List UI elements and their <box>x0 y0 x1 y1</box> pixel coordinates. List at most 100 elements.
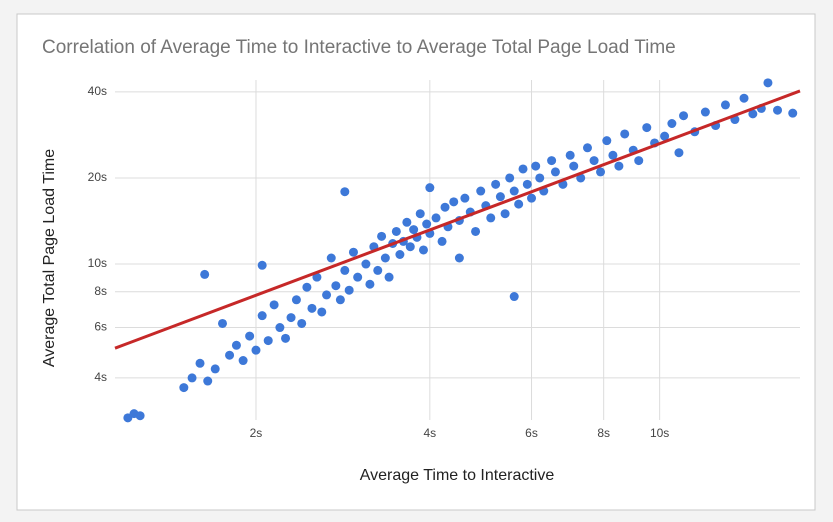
data-point <box>476 186 486 196</box>
data-point <box>269 300 279 310</box>
data-point <box>425 183 435 193</box>
data-point <box>402 217 412 227</box>
data-point <box>326 253 336 263</box>
data-point <box>281 333 291 343</box>
data-point <box>384 272 394 282</box>
data-point <box>251 345 261 355</box>
data-point <box>679 111 689 121</box>
data-point <box>660 131 670 141</box>
data-point <box>440 202 450 212</box>
data-point <box>514 199 524 209</box>
data-point <box>531 161 541 171</box>
data-point <box>195 358 205 368</box>
data-point <box>257 260 267 270</box>
x-axis-label: Average Time to Interactive <box>360 467 555 484</box>
data-point <box>225 350 235 360</box>
data-point <box>418 245 428 255</box>
data-point <box>179 383 189 393</box>
data-point <box>340 187 350 197</box>
data-point <box>135 411 145 421</box>
data-point <box>500 209 510 219</box>
data-point <box>642 123 652 133</box>
y-tick-label: 6s <box>94 320 107 334</box>
y-tick-label: 8s <box>94 284 107 298</box>
data-point <box>763 78 773 88</box>
data-point <box>377 231 387 241</box>
data-point <box>748 109 758 119</box>
data-point <box>210 364 220 374</box>
data-point <box>518 164 528 174</box>
data-point <box>231 340 241 350</box>
y-tick-label: 4s <box>94 370 107 384</box>
data-point <box>620 129 630 139</box>
data-point <box>547 156 557 166</box>
data-point <box>263 336 273 346</box>
data-point <box>373 265 383 275</box>
data-point <box>788 108 798 118</box>
data-point <box>302 282 312 292</box>
data-point <box>380 253 390 263</box>
data-point <box>322 290 332 300</box>
data-point <box>565 150 575 160</box>
data-point <box>773 105 783 115</box>
data-point <box>340 265 350 275</box>
data-point <box>535 173 545 183</box>
data-point <box>409 225 419 235</box>
data-point <box>395 249 405 259</box>
data-point <box>527 193 537 203</box>
y-axis-label: Average Total Page Load Time <box>41 149 58 367</box>
x-tick-label: 2s <box>250 426 263 440</box>
data-point <box>391 226 401 236</box>
data-point <box>344 285 354 295</box>
data-point <box>335 295 345 305</box>
data-point <box>667 119 677 129</box>
data-point <box>491 179 501 189</box>
data-point <box>291 295 301 305</box>
data-point <box>471 226 481 236</box>
x-tick-label: 8s <box>597 426 610 440</box>
data-point <box>674 148 684 158</box>
data-point <box>509 186 519 196</box>
data-point <box>415 209 425 219</box>
data-point <box>217 318 227 328</box>
chart-card <box>16 13 816 511</box>
data-point <box>608 150 618 160</box>
data-point <box>509 292 519 302</box>
x-tick-label: 4s <box>423 426 436 440</box>
x-tick-label: 10s <box>650 426 669 440</box>
data-point <box>634 156 644 166</box>
data-point <box>431 213 441 223</box>
data-point <box>522 179 532 189</box>
data-point <box>449 197 459 207</box>
data-point <box>286 313 296 323</box>
x-tick-label: 6s <box>525 426 538 440</box>
data-point <box>505 173 515 183</box>
data-point <box>569 161 579 171</box>
data-point <box>203 376 213 386</box>
data-point <box>312 272 322 282</box>
data-point <box>307 303 317 313</box>
data-point <box>331 281 341 291</box>
data-point <box>454 253 464 263</box>
data-point <box>720 100 730 110</box>
data-point <box>353 272 363 282</box>
chart-title: Correlation of Average Time to Interacti… <box>42 37 676 58</box>
data-point <box>495 192 505 202</box>
y-tick-label: 40s <box>88 84 107 98</box>
data-point <box>275 323 285 333</box>
data-point <box>437 236 447 246</box>
data-point <box>405 242 415 252</box>
data-point <box>317 307 327 317</box>
data-point <box>486 213 496 223</box>
y-tick-label: 10s <box>88 256 107 270</box>
data-point <box>365 279 375 289</box>
data-point <box>200 269 210 279</box>
data-point <box>361 259 371 269</box>
data-point <box>187 373 197 383</box>
data-point <box>550 167 560 177</box>
data-point <box>257 311 267 321</box>
data-point <box>589 156 599 166</box>
data-point <box>460 193 470 203</box>
